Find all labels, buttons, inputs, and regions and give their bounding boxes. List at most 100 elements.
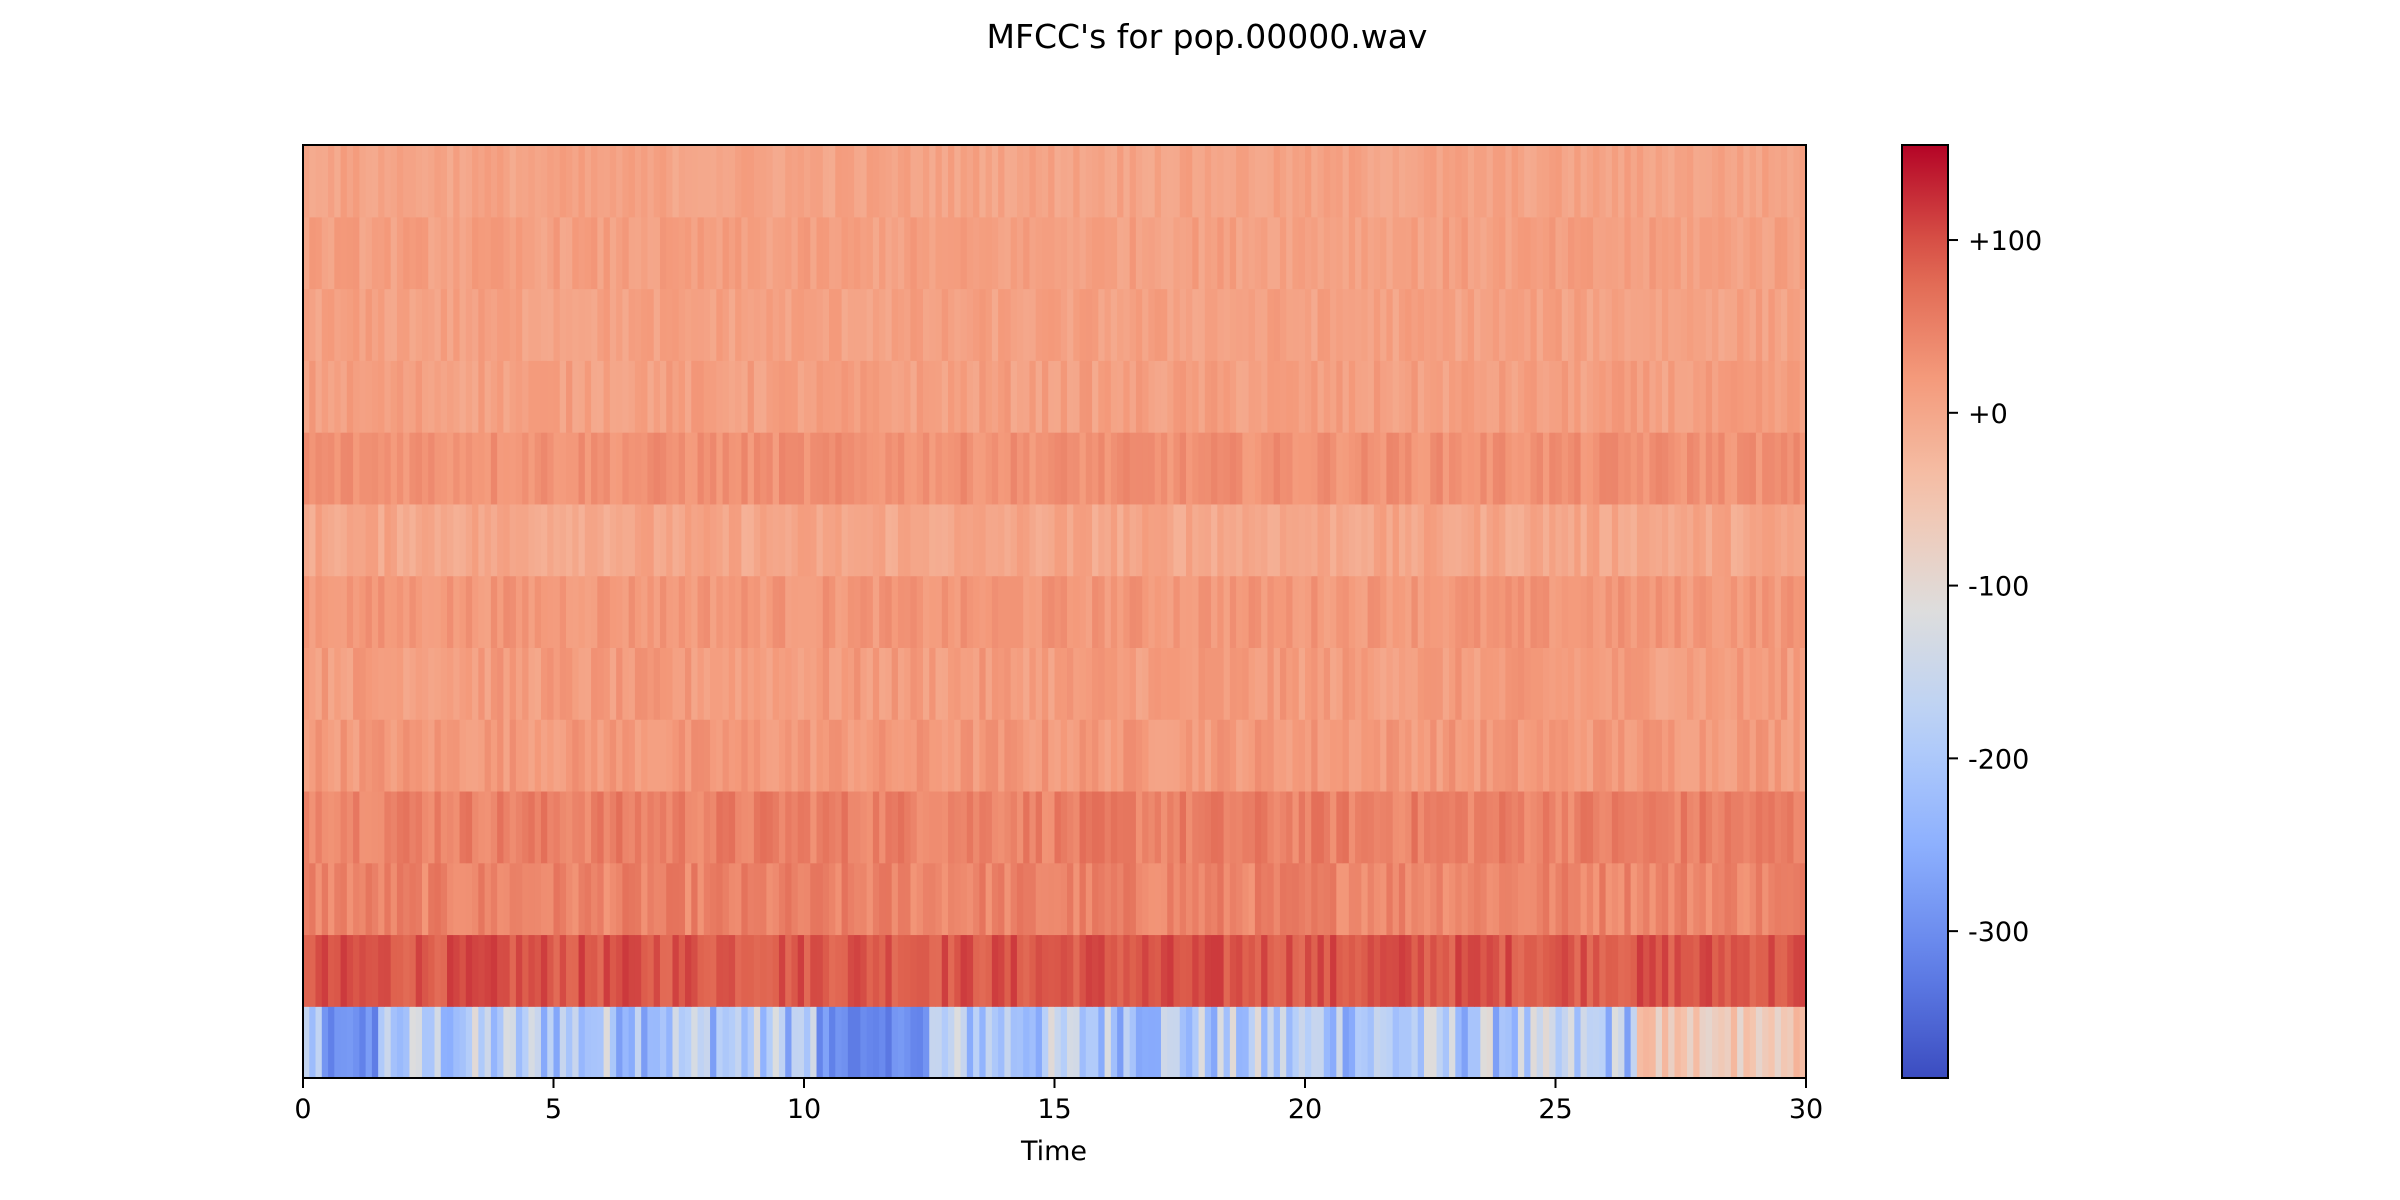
heatmap-cell: [1023, 288, 1031, 361]
heatmap-cell: [371, 360, 379, 433]
heatmap-cell: [1135, 432, 1143, 505]
heatmap-cell: [697, 216, 705, 290]
heatmap-cell: [991, 145, 999, 218]
heatmap-cell: [1687, 647, 1694, 720]
heatmap-cell: [659, 288, 667, 361]
heatmap-cell: [922, 1006, 930, 1079]
heatmap-cell: [1593, 862, 1600, 936]
heatmap-cell: [1173, 934, 1181, 1007]
heatmap-cell: [1248, 647, 1256, 720]
heatmap-cell: [1242, 145, 1250, 218]
x-axis-label: Time: [1020, 1136, 1087, 1167]
heatmap-cell: [1160, 647, 1168, 720]
heatmap-cell: [1655, 145, 1663, 218]
heatmap-cell: [1630, 790, 1638, 864]
heatmap-cell: [1367, 503, 1375, 577]
heatmap-cell: [810, 503, 818, 577]
heatmap-cell: [854, 790, 861, 864]
heatmap-cell: [879, 360, 887, 433]
heatmap-cell: [1630, 145, 1638, 218]
heatmap-cell: [1474, 862, 1481, 936]
heatmap-cell: [1599, 145, 1607, 218]
heatmap-cell: [1762, 575, 1770, 648]
heatmap-cell: [1173, 432, 1181, 505]
heatmap-cell: [603, 575, 611, 648]
heatmap-cell: [334, 575, 342, 648]
heatmap-cell: [653, 503, 661, 577]
heatmap-cell: [371, 145, 379, 218]
heatmap-cell: [1524, 503, 1532, 577]
heatmap-cell: [829, 934, 836, 1007]
heatmap-cell: [1186, 575, 1193, 648]
heatmap-cell: [1054, 575, 1062, 648]
heatmap-cell: [998, 360, 1005, 433]
heatmap-cell: [1342, 575, 1350, 648]
heatmap-cell: [753, 790, 761, 864]
heatmap-cell: [315, 145, 323, 218]
heatmap-cell: [1373, 216, 1381, 290]
heatmap-cell: [1079, 1006, 1087, 1079]
heatmap-cell: [428, 934, 436, 1007]
heatmap-cell: [578, 432, 586, 505]
heatmap-cell: [553, 862, 561, 936]
heatmap-cell: [1286, 575, 1294, 648]
heatmap-cell: [1305, 575, 1312, 648]
heatmap-cell: [1035, 288, 1043, 361]
heatmap-cell: [941, 790, 949, 864]
heatmap-cell: [447, 862, 454, 936]
heatmap-cell: [710, 216, 717, 290]
heatmap-cell: [1705, 575, 1713, 648]
heatmap-cell: [440, 432, 448, 505]
heatmap-cell: [1430, 432, 1438, 505]
heatmap-cell: [1749, 360, 1757, 433]
heatmap-cell: [415, 503, 423, 577]
heatmap-cell: [1223, 288, 1231, 361]
heatmap-cell: [666, 216, 674, 290]
heatmap-cell: [653, 647, 661, 720]
heatmap-cell: [741, 575, 749, 648]
heatmap-cell: [1574, 575, 1582, 648]
heatmap-cell: [797, 503, 805, 577]
heatmap-cell: [772, 647, 780, 720]
heatmap-cell: [1618, 575, 1625, 648]
heatmap-cell: [515, 1006, 523, 1079]
heatmap-cell: [1718, 145, 1726, 218]
heatmap-cell: [1724, 145, 1732, 218]
heatmap-cell: [384, 934, 392, 1007]
heatmap-cell: [879, 216, 887, 290]
heatmap-cell: [1705, 719, 1713, 792]
heatmap-cell: [591, 503, 598, 577]
heatmap-cell: [1680, 790, 1688, 864]
heatmap-cell: [998, 1006, 1005, 1079]
heatmap-cell: [785, 145, 793, 218]
heatmap-cell: [315, 575, 323, 648]
heatmap-cell: [1442, 360, 1450, 433]
heatmap-cell: [960, 432, 968, 505]
heatmap-cell: [1104, 862, 1112, 936]
heatmap-cell: [653, 288, 661, 361]
heatmap-cell: [1223, 216, 1231, 290]
heatmap-cell: [1580, 503, 1588, 577]
heatmap-cell: [891, 934, 899, 1007]
heatmap-cell: [1211, 575, 1218, 648]
heatmap-cell: [1029, 647, 1037, 720]
heatmap-cell: [459, 288, 467, 361]
heatmap-cell: [1724, 216, 1732, 290]
heatmap-cell: [747, 934, 755, 1007]
heatmap-cell: [522, 145, 530, 218]
heatmap-cell: [1041, 862, 1049, 936]
heatmap-cell: [1367, 790, 1375, 864]
heatmap-cell: [584, 216, 592, 290]
heatmap-cell: [616, 288, 623, 361]
heatmap-cell: [584, 1006, 592, 1079]
heatmap-cell: [1361, 719, 1369, 792]
heatmap-cell: [1718, 360, 1726, 433]
heatmap-cell: [609, 862, 617, 936]
heatmap-cell: [597, 288, 605, 361]
heatmap-cell: [309, 934, 317, 1007]
heatmap-cell: [472, 145, 479, 218]
heatmap-cell: [591, 216, 598, 290]
heatmap-cell: [1455, 1006, 1463, 1079]
heatmap-cell: [641, 862, 649, 936]
heatmap-cell: [1599, 360, 1607, 433]
